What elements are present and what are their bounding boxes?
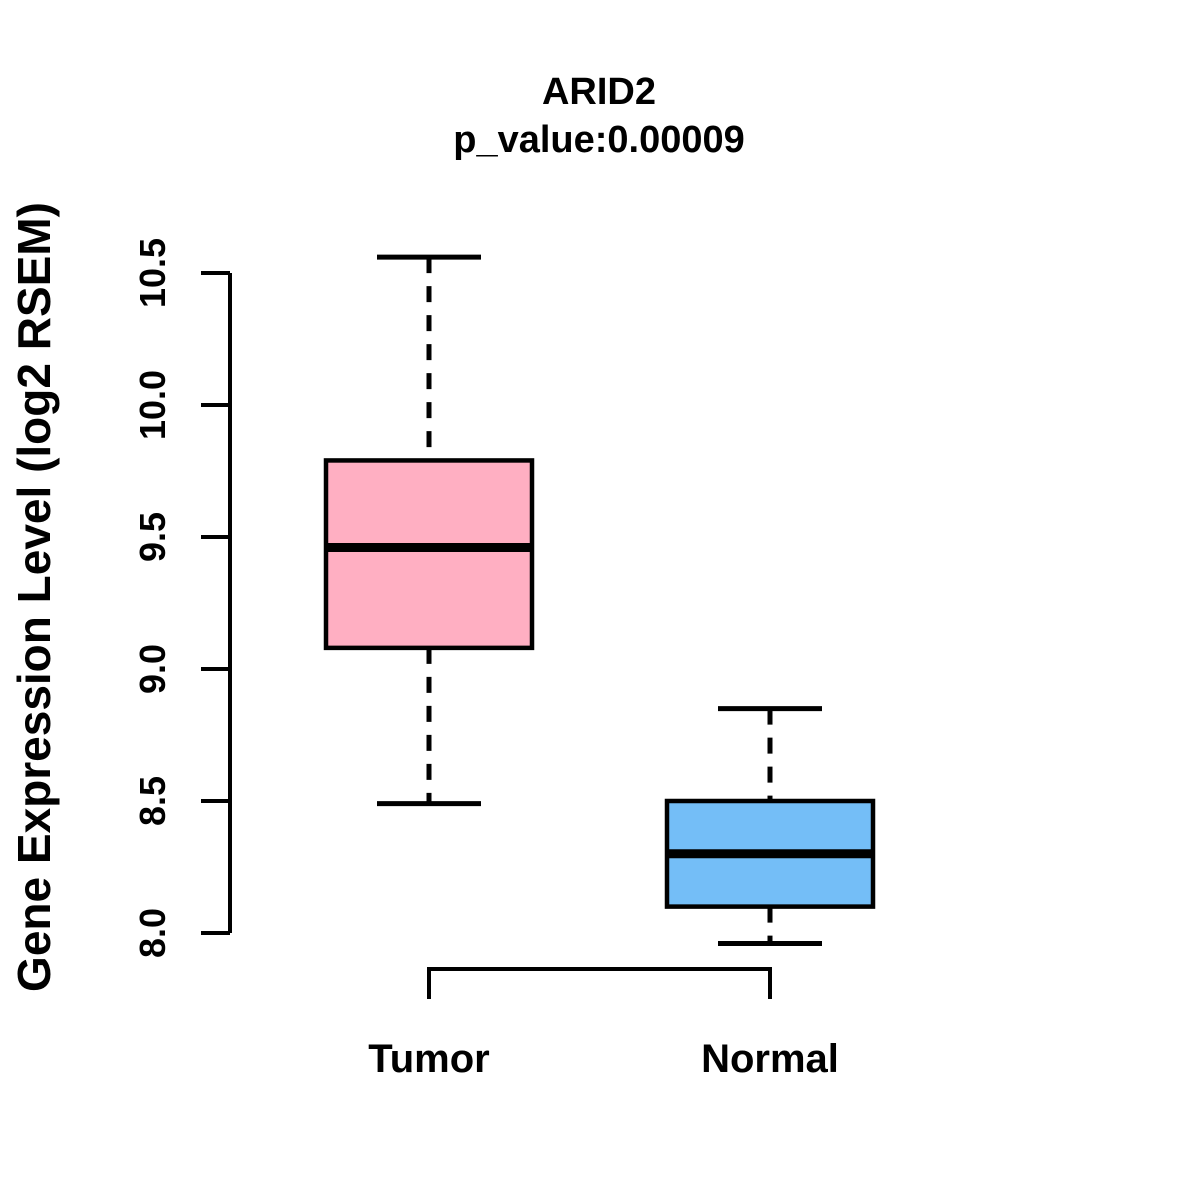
y-axis-tick-label: 10.0 — [132, 370, 173, 440]
x-axis-label-normal: Normal — [701, 1037, 839, 1081]
y-axis-tick-label: 8.0 — [132, 908, 173, 958]
plot-title: ARID2 — [542, 71, 656, 113]
y-axis-tick-label: 10.5 — [132, 238, 173, 308]
y-axis-tick-label: 8.5 — [132, 776, 173, 826]
y-axis-tick-label: 9.0 — [132, 644, 173, 694]
y-axis-tick-label: 9.5 — [132, 512, 173, 562]
tumor-box — [323, 458, 535, 651]
y-axis-label: Gene Expression Level (log2 RSEM) — [8, 202, 60, 992]
plot-subtitle: p_value:0.00009 — [453, 119, 745, 161]
x-axis-label-tumor: Tumor — [368, 1037, 489, 1081]
comparison-bracket — [427, 967, 772, 999]
